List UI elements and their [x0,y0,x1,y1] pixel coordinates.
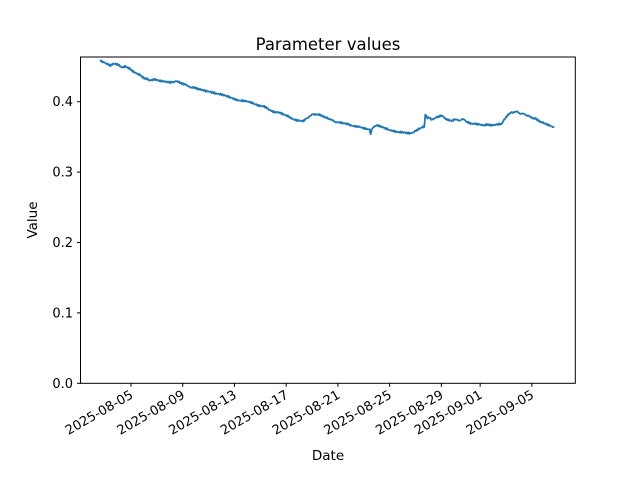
chart-title: Parameter values [256,35,401,54]
series-line [99,59,555,135]
series-group [99,59,555,135]
y-tick-label: 0.1 [52,306,73,321]
y-axis-ticks: 0.0 0.1 0.2 0.3 0.4 [52,95,81,392]
y-tick-label: 0.4 [52,95,73,110]
x-axis-ticks: 2025-08-052025-08-092025-08-132025-08-17… [63,383,537,439]
y-tick-label: 0.0 [52,377,73,392]
y-tick-label: 0.3 [52,166,73,181]
y-axis-label: Value [25,201,41,238]
x-axis-label: Date [312,448,344,464]
y-tick-label: 0.2 [52,236,73,251]
plot-area [80,56,576,384]
